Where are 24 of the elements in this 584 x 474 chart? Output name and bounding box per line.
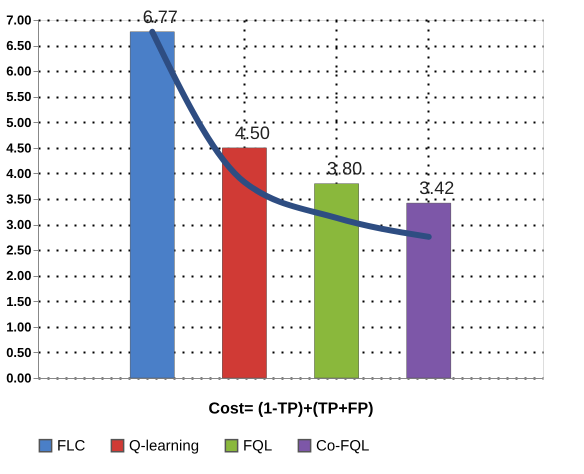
data-label: 3.42 xyxy=(419,178,454,198)
y-tick-label: 7.00 xyxy=(6,12,32,28)
y-tick-label: 1.00 xyxy=(6,319,32,334)
y-tick-label: 3.50 xyxy=(6,192,32,206)
legend-label: Co-FQL xyxy=(316,438,370,455)
y-tick-label: 0.50 xyxy=(6,344,32,360)
y-tick-label: 5.50 xyxy=(6,89,32,104)
y-tick-label: 0.00 xyxy=(6,370,32,386)
y-tick-label: 4.00 xyxy=(6,166,32,181)
y-tick-label: 6.50 xyxy=(6,38,32,54)
data-label: 4.50 xyxy=(234,122,270,143)
y-tick-label: 2.50 xyxy=(6,242,32,258)
legend-label: FQL xyxy=(243,438,272,455)
y-tick-label: 4.50 xyxy=(6,140,32,156)
x-axis-title: Cost= (1-TP)+(TP+FP) xyxy=(208,400,374,418)
y-tick-label: 3.00 xyxy=(6,217,32,232)
legend-label: Q-learning xyxy=(129,438,200,455)
y-tick-label: 6.00 xyxy=(6,64,32,79)
data-label: 6.77 xyxy=(142,6,178,27)
y-tick-label: 5.00 xyxy=(6,114,32,130)
y-tick-label: 1.50 xyxy=(6,294,32,309)
legend-label: FLC xyxy=(57,438,86,455)
y-tick-label: 2.00 xyxy=(6,268,32,284)
data-label: 3.80 xyxy=(327,158,362,179)
